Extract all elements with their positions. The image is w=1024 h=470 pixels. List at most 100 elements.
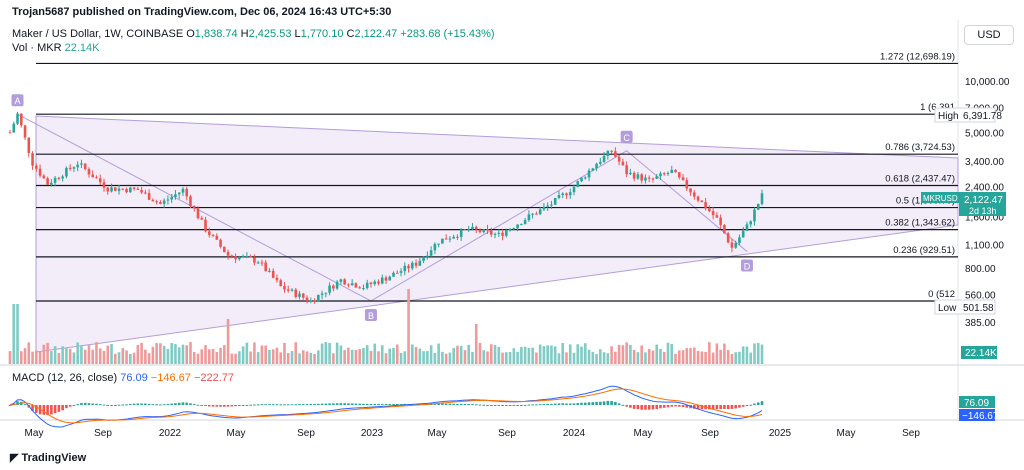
volume-bar xyxy=(753,343,756,364)
volume-bar xyxy=(260,345,264,364)
volume-bar xyxy=(711,352,715,364)
candle-body xyxy=(452,236,455,239)
volume-bar xyxy=(362,347,365,364)
macd-histogram-bar xyxy=(531,404,534,406)
volume-bar xyxy=(606,353,610,364)
candle-body xyxy=(689,188,692,193)
macd-histogram-bar xyxy=(223,405,226,407)
macd-histogram-bar xyxy=(583,402,587,405)
candle-body xyxy=(741,230,745,238)
time-axis-label: Sep xyxy=(701,428,719,439)
candle-body xyxy=(583,177,587,179)
pattern-point-B: B xyxy=(364,308,377,321)
volume-bar xyxy=(151,346,155,364)
macd-histogram-bar xyxy=(520,405,523,406)
macd-histogram-bar xyxy=(467,403,471,405)
volume-bar xyxy=(632,349,636,364)
macd-histogram-bar xyxy=(565,403,568,405)
candle-body xyxy=(275,277,279,281)
volume-bar xyxy=(508,352,512,364)
macd-histogram-bar xyxy=(68,405,72,407)
candle-body xyxy=(538,209,542,215)
macd-histogram-bar xyxy=(670,405,674,407)
macd-histogram-bar xyxy=(298,404,301,406)
macd-histogram-bar xyxy=(264,404,267,406)
candle-body xyxy=(591,168,595,171)
candle-body xyxy=(87,169,91,175)
volume-bar xyxy=(106,345,110,364)
currency-button[interactable]: USD xyxy=(964,25,1014,45)
price-axis-label: 1,600.00 xyxy=(965,213,1004,224)
candle-body xyxy=(696,196,700,201)
candle-body xyxy=(388,276,392,281)
candle-body xyxy=(647,177,651,179)
candle-body xyxy=(471,226,474,230)
volume-bar xyxy=(27,342,31,364)
macd-histogram-bar xyxy=(238,405,241,406)
macd-histogram-bar xyxy=(249,404,252,406)
candle-body xyxy=(655,176,659,179)
volume-bar xyxy=(595,353,598,364)
candle-body xyxy=(121,188,125,190)
volume-bar xyxy=(557,353,561,364)
candle-body xyxy=(704,202,707,209)
candle-body xyxy=(147,193,151,200)
volume-bar xyxy=(523,346,527,364)
macd-histogram-bar xyxy=(354,403,358,405)
macd-histogram-bar xyxy=(708,405,711,410)
candle-body xyxy=(207,231,211,235)
candle-body xyxy=(606,150,610,156)
volume-bar xyxy=(328,343,331,364)
volume-bar xyxy=(102,350,106,364)
macd-histogram-bar xyxy=(591,402,595,405)
candle-body xyxy=(23,125,27,138)
candle-body xyxy=(520,224,523,226)
volume-bar xyxy=(700,351,704,364)
macd-histogram-bar xyxy=(358,403,361,405)
candle-body xyxy=(192,206,196,209)
volume-bar xyxy=(369,350,373,364)
macd-tag-value: 76.09 xyxy=(964,398,989,409)
macd-histogram-bar xyxy=(155,404,158,406)
time-axis-label: Sep xyxy=(902,428,920,439)
candle-body xyxy=(226,252,230,256)
volume-bar xyxy=(471,351,474,364)
macd-histogram-bar xyxy=(196,404,200,406)
volume-bar xyxy=(448,352,452,364)
volume-bar xyxy=(189,342,192,364)
svg-text:D: D xyxy=(744,261,751,271)
volume-bar xyxy=(662,351,666,364)
candle-body xyxy=(65,167,68,177)
candle-body xyxy=(38,168,42,176)
macd-histogram-bar xyxy=(459,403,463,405)
high-value: 6,391.78 xyxy=(963,111,1002,122)
macd-histogram-bar xyxy=(760,401,764,405)
low-label-ohlc: L xyxy=(294,28,301,40)
macd-histogram-bar xyxy=(395,403,399,405)
candle-body xyxy=(411,262,414,269)
macd-histogram-bar xyxy=(719,405,722,409)
volume-bar xyxy=(756,342,760,364)
candle-body xyxy=(204,219,207,232)
volume-bar xyxy=(166,349,170,364)
candle-body xyxy=(31,153,34,166)
volume-bar xyxy=(734,352,737,364)
macd-histogram-bar xyxy=(313,404,316,406)
macd-histogram-bar xyxy=(279,404,283,406)
macd-histogram-bar xyxy=(87,403,91,405)
volume-bar xyxy=(486,351,489,364)
candle-body xyxy=(557,195,561,198)
candle-body xyxy=(497,232,501,234)
candle-body xyxy=(493,233,497,235)
volume-bar xyxy=(636,352,640,364)
price-axis-label: 800.00 xyxy=(965,264,996,275)
candle-body xyxy=(568,192,572,196)
volume-bar xyxy=(121,348,125,364)
candle-body xyxy=(110,187,113,192)
macd-histogram-bar xyxy=(317,403,320,405)
volume-bar xyxy=(283,342,286,364)
candle-body xyxy=(238,257,241,260)
candle-body xyxy=(12,123,16,133)
volume-bar xyxy=(433,352,437,364)
